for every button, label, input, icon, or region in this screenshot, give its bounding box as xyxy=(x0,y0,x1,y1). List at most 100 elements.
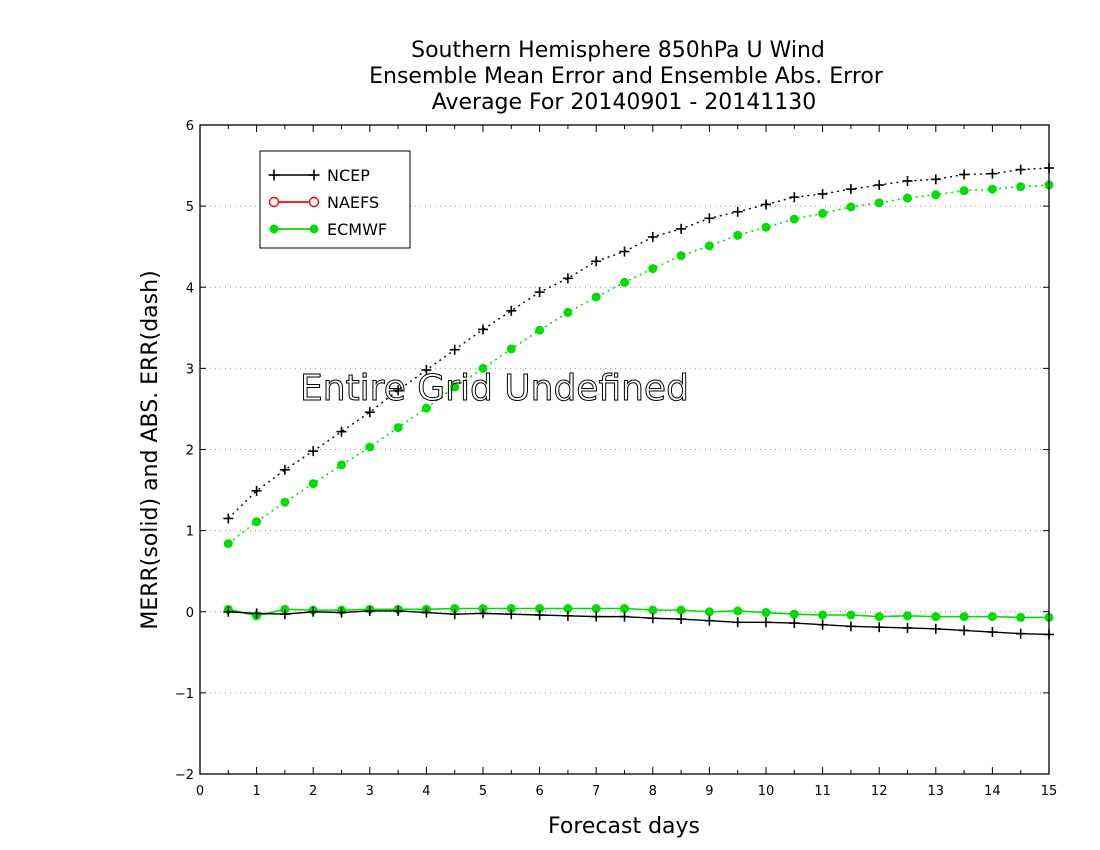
y-tick-label: 0 xyxy=(186,606,194,621)
point-filled-circle xyxy=(818,208,828,218)
point-filled-circle xyxy=(506,344,516,354)
point-plus xyxy=(732,617,743,628)
point-filled-circle xyxy=(280,497,290,507)
title-line-1: Southern Hemisphere 850hPa U Wind xyxy=(411,38,825,63)
point-plus xyxy=(676,223,687,234)
legend-item-ecmwf: ECMWF xyxy=(269,220,387,239)
legend-label: NAEFS xyxy=(327,193,379,212)
title-line-3: Average For 20140901 - 20141130 xyxy=(432,90,817,115)
point-filled-circle xyxy=(903,611,912,621)
point-filled-circle xyxy=(309,224,319,234)
point-filled-circle xyxy=(620,277,629,287)
x-tick-label: 12 xyxy=(871,784,888,799)
point-plus xyxy=(761,199,771,210)
legend-label: ECMWF xyxy=(327,220,387,239)
point-filled-circle xyxy=(535,325,545,335)
point-filled-circle xyxy=(252,517,262,527)
title-line-2: Ensemble Mean Error and Ensemble Abs. Er… xyxy=(369,64,884,89)
point-plus xyxy=(902,622,913,633)
y-tick-label: 3 xyxy=(186,362,194,377)
point-filled-circle xyxy=(648,605,658,615)
point-plus xyxy=(619,611,630,622)
point-filled-circle xyxy=(874,198,884,208)
series-layer xyxy=(223,162,1054,640)
x-tick-label: 14 xyxy=(984,784,1001,799)
point-plus xyxy=(308,606,319,617)
point-plus xyxy=(959,625,970,636)
y-tick-label: 6 xyxy=(186,119,194,134)
point-plus xyxy=(393,605,404,616)
point-filled-circle xyxy=(506,604,516,614)
x-tick-label: 15 xyxy=(1041,784,1058,799)
undefined-grid-annotation: Entire Grid Undefined xyxy=(300,368,689,409)
point-plus xyxy=(562,610,573,621)
point-plus xyxy=(336,607,347,618)
point-filled-circle xyxy=(450,382,460,392)
point-plus xyxy=(364,605,375,616)
point-filled-circle xyxy=(648,264,658,274)
point-filled-circle xyxy=(450,604,460,614)
x-tick-label: 0 xyxy=(196,784,204,799)
point-filled-circle xyxy=(563,307,573,317)
point-plus xyxy=(874,622,885,633)
point-plus xyxy=(902,175,913,186)
point-plus xyxy=(336,426,347,437)
point-open-circle xyxy=(308,196,320,208)
point-plus xyxy=(308,446,319,457)
point-plus xyxy=(449,609,460,620)
x-tick-label: 13 xyxy=(928,784,945,799)
y-axis-label: MERR(solid) and ABS. ERR(dash) xyxy=(138,270,163,629)
point-plus xyxy=(704,615,715,626)
point-filled-circle xyxy=(818,610,828,620)
point-filled-circle xyxy=(789,609,799,619)
point-plus xyxy=(279,464,290,475)
point-plus xyxy=(817,188,828,199)
point-plus xyxy=(1015,628,1026,639)
y-tick-label: −1 xyxy=(175,687,194,702)
point-filled-circle xyxy=(393,423,403,433)
point-plus xyxy=(268,169,280,181)
ncep-mean-err-line xyxy=(228,610,1050,636)
legend-item-ncep: NCEP xyxy=(268,166,370,185)
point-plus xyxy=(987,627,998,638)
point-filled-circle xyxy=(223,539,233,549)
point-plus xyxy=(647,613,658,624)
point-filled-circle xyxy=(733,606,743,616)
x-tick-label: 6 xyxy=(535,784,543,799)
point-plus xyxy=(732,206,743,217)
y-tick-label: −2 xyxy=(175,768,194,783)
legend: NCEP NAEFS ECMWF xyxy=(259,150,411,249)
point-plus xyxy=(251,485,262,496)
point-plus xyxy=(308,169,320,181)
point-filled-circle xyxy=(733,230,743,240)
x-tick-label: 5 xyxy=(479,784,487,799)
point-plus xyxy=(506,609,517,620)
point-filled-circle xyxy=(846,202,856,212)
point-filled-circle xyxy=(846,610,856,620)
point-plus xyxy=(562,273,573,284)
point-filled-circle xyxy=(535,604,545,614)
point-plus xyxy=(506,305,517,316)
point-filled-circle xyxy=(789,214,799,224)
x-axis-label: Forecast days xyxy=(548,814,700,839)
x-tick-label: 11 xyxy=(814,784,831,799)
point-filled-circle xyxy=(931,190,941,200)
point-filled-circle xyxy=(478,363,488,373)
point-filled-circle xyxy=(704,607,714,617)
x-tick-label: 1 xyxy=(252,784,260,799)
point-filled-circle xyxy=(761,222,771,232)
point-filled-circle xyxy=(591,604,601,614)
point-plus xyxy=(421,607,432,618)
point-filled-circle xyxy=(959,186,969,196)
y-tick-label: 2 xyxy=(186,444,194,459)
point-plus xyxy=(591,611,602,622)
point-filled-circle xyxy=(269,224,279,234)
point-filled-circle xyxy=(959,612,969,622)
y-tick-label: 4 xyxy=(186,281,194,296)
x-tick-label: 4 xyxy=(422,784,430,799)
point-filled-circle xyxy=(987,612,997,622)
point-plus xyxy=(478,608,488,619)
point-filled-circle xyxy=(987,184,997,194)
series-ncep xyxy=(223,162,1054,640)
